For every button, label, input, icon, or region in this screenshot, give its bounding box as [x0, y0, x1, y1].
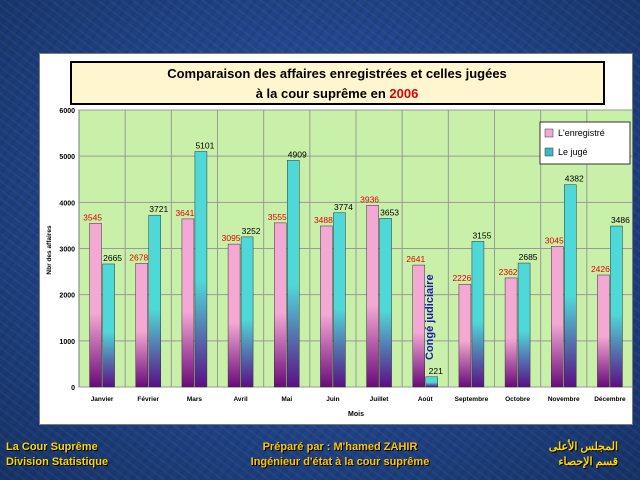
bar-enregistre-3: [227, 243, 241, 388]
data-label-enregistre: 2226: [452, 273, 471, 283]
y-tick-label: 2000: [59, 293, 75, 300]
bar-juge-0: [102, 263, 115, 388]
data-label-juge: 3486: [611, 215, 630, 225]
chart-frame: Comparaison des affaires enregistrées et…: [39, 53, 633, 425]
bar-juge-2: [194, 151, 208, 388]
x-tick-label: Août: [418, 396, 434, 403]
data-label-juge: 4382: [565, 174, 584, 184]
data-label-enregistre: 2426: [591, 264, 610, 274]
data-label-juge: 5101: [195, 141, 214, 151]
data-label-enregistre: 3936: [360, 194, 379, 204]
x-tick-label: Septembre: [455, 396, 489, 403]
x-tick-label: Juin: [326, 396, 339, 403]
footer-left: La Cour Suprême Division Statistique: [6, 440, 108, 470]
footer-left-line1: La Cour Suprême: [6, 441, 98, 453]
data-label-enregistre: 3045: [545, 235, 564, 245]
y-tick-label: 1000: [59, 339, 75, 346]
bar-enregistre-5: [320, 225, 333, 388]
legend-label-enregistre: L'enregistré: [558, 128, 605, 138]
legend-box: [539, 121, 631, 165]
conge-annotation: Congé judiciaire: [424, 274, 436, 360]
data-label-juge: 3721: [149, 204, 168, 214]
footer-right-line2: قسم الإحصاء: [558, 456, 618, 468]
data-label-enregistre: 2641: [406, 254, 425, 264]
legend: L'enregistré Le jugé: [539, 121, 631, 165]
bar-enregistre-8: [458, 283, 472, 388]
data-label-juge: 3155: [472, 230, 491, 240]
chart-title-line2: à la cour suprême en 2006: [256, 86, 419, 101]
x-tick-label: Avril: [233, 396, 247, 403]
x-tick-label: Octobre: [505, 396, 530, 403]
y-tick-label: 5000: [59, 154, 75, 161]
data-label-enregistre: 3095: [222, 233, 241, 243]
data-label-juge: 3252: [242, 226, 261, 236]
data-label-juge: 3653: [380, 207, 399, 217]
footer-center: Préparé par : M'hamed ZAHIR Ingénieur d'…: [230, 440, 450, 470]
chart-title-year: 2006: [389, 86, 418, 101]
bar-juge-9: [517, 262, 531, 388]
y-tick-label: 3000: [59, 247, 75, 254]
footer-right-line1: المجلس الأعلى: [548, 441, 618, 453]
chart-title-line1: Comparaison des affaires enregistrées et…: [167, 66, 507, 81]
x-axis-label: Mois: [348, 411, 364, 418]
chart-title-prefix: à la cour suprême en: [256, 86, 390, 101]
legend-swatch-enregistre: [544, 128, 554, 138]
footer-center-line1: Préparé par : M'hamed ZAHIR: [262, 441, 418, 453]
data-label-enregistre: 3488: [314, 215, 333, 225]
x-tick-label: Décembre: [594, 396, 626, 403]
x-tick-label: Mai: [281, 396, 292, 403]
data-label-juge: 221: [429, 366, 443, 376]
bar-juge-7: [425, 376, 438, 388]
y-axis-ticks: 0 1000 2000 3000 4000 5000 6000: [59, 108, 75, 392]
bar-juge-5: [333, 212, 346, 388]
data-label-juge: 2665: [103, 253, 122, 263]
bar-juge-1: [148, 214, 161, 388]
data-label-enregistre: 3555: [268, 212, 287, 222]
bar-enregistre-2: [181, 218, 195, 388]
x-tick-label: Février: [137, 396, 159, 403]
bar-enregistre-6: [366, 205, 379, 388]
footer-center-line2: Ingénieur d'état à la cour suprême: [250, 456, 430, 468]
data-label-enregistre: 2678: [129, 252, 148, 262]
data-label-enregistre: 3545: [83, 212, 102, 222]
y-tick-label: 4000: [59, 200, 75, 207]
x-tick-label: Mars: [187, 396, 203, 403]
bar-enregistre-1: [135, 263, 148, 388]
legend-swatch-juge: [544, 147, 554, 157]
bar-juge-10: [564, 184, 577, 388]
bar-enregistre-11: [597, 274, 610, 388]
x-axis-ticks: Janvier Février Mars Avril Mai Juin Juillet Aoû…: [91, 396, 626, 403]
bar-enregistre-9: [504, 277, 518, 388]
bar-juge-3: [240, 236, 254, 388]
y-axis-label: Nbr des affaires: [46, 225, 53, 275]
footer-right: المجلس الأعلى قسم الإحصاء: [549, 440, 618, 470]
bar-juge-8: [471, 241, 485, 388]
bar-enregistre-0: [89, 223, 102, 388]
data-label-juge: 4909: [288, 149, 307, 159]
bar-juge-11: [610, 225, 623, 388]
y-tick-label: 0: [71, 385, 75, 392]
x-tick-label: Novembre: [548, 396, 580, 403]
footer-left-line2: Division Statistique: [6, 456, 109, 468]
bar-enregistre-4: [274, 222, 287, 388]
bar-enregistre-7: [412, 264, 425, 388]
bars: [89, 151, 623, 388]
x-tick-label: Janvier: [91, 396, 114, 403]
title-box: [70, 61, 605, 105]
y-tick-label: 6000: [59, 108, 75, 115]
bar-juge-6: [379, 218, 392, 388]
legend-label-juge: Le jugé: [558, 147, 588, 157]
bar-juge-4: [287, 160, 300, 388]
grid-lines: [79, 109, 632, 388]
data-label-enregistre: 2362: [499, 267, 518, 277]
data-label-enregistre: 3641: [175, 208, 194, 218]
chart-svg: Comparaison des affaires enregistrées et…: [46, 61, 632, 418]
x-tick-label: Juillet: [370, 396, 390, 403]
data-label-juge: 2685: [519, 252, 538, 262]
data-label-juge: 3774: [334, 202, 353, 212]
bar-enregistre-10: [551, 246, 564, 388]
